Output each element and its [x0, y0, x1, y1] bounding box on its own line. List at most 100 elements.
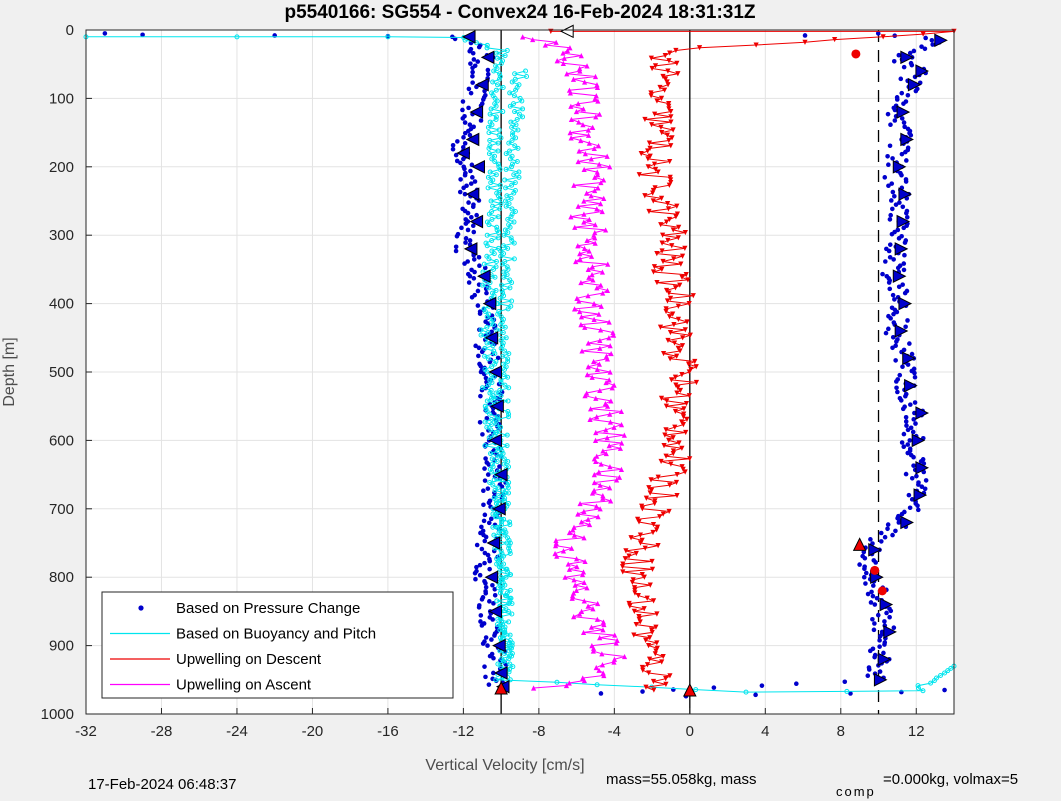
data-point — [480, 432, 485, 437]
data-point — [600, 495, 606, 501]
data-point — [891, 625, 897, 631]
data-point — [571, 306, 578, 312]
data-point — [604, 287, 611, 294]
data-point — [496, 230, 502, 236]
data-point — [503, 335, 509, 341]
data-point — [586, 274, 592, 280]
data-point — [385, 34, 391, 40]
data-point — [585, 516, 591, 522]
data-point — [467, 132, 473, 138]
data-point — [909, 351, 915, 357]
data-point — [658, 124, 664, 130]
data-point — [606, 335, 612, 341]
data-point — [578, 279, 584, 286]
data-point — [640, 689, 645, 694]
data-point — [497, 295, 503, 301]
data-point — [502, 382, 508, 388]
data-point — [485, 185, 491, 191]
data-point — [482, 345, 488, 351]
data-point — [494, 65, 500, 71]
data-point — [508, 195, 514, 201]
data-point — [462, 166, 467, 172]
data-point — [902, 509, 907, 515]
data-point — [591, 145, 597, 151]
data-point — [552, 543, 559, 549]
data-point — [915, 86, 920, 92]
data-point — [490, 464, 496, 470]
data-point — [870, 593, 876, 599]
data-point — [907, 446, 913, 452]
data-point — [579, 571, 586, 578]
data-point — [600, 619, 607, 625]
data-point — [889, 305, 895, 311]
legend-label: Upwelling on Ascent — [176, 677, 312, 694]
chart-title: p5540166: SG554 - Convex24 16-Feb-2024 1… — [284, 2, 755, 23]
data-point — [484, 232, 490, 238]
data-point — [490, 482, 496, 488]
data-point — [870, 616, 875, 622]
data-point — [591, 316, 597, 322]
data-point — [664, 79, 670, 85]
data-point — [500, 353, 506, 359]
data-point — [494, 598, 500, 604]
data-point — [604, 153, 610, 159]
data-point — [509, 161, 515, 167]
data-point — [686, 301, 692, 307]
data-point — [565, 561, 571, 567]
data-point — [476, 605, 482, 610]
data-point — [609, 385, 615, 391]
data-point — [901, 431, 907, 437]
data-point — [492, 593, 498, 598]
data-point — [899, 116, 905, 121]
data-point — [507, 595, 513, 601]
x-tick-label: -8 — [532, 723, 545, 740]
data-point — [512, 180, 518, 186]
data-point — [501, 269, 507, 275]
data-point — [500, 340, 506, 346]
data-point — [865, 673, 871, 678]
data-point — [591, 479, 597, 486]
data-point — [900, 364, 905, 370]
data-point — [502, 324, 508, 330]
data-point — [497, 187, 503, 193]
data-point — [507, 224, 513, 230]
data-point — [664, 132, 671, 138]
data-point — [507, 661, 513, 667]
data-point — [903, 391, 909, 397]
data-point — [891, 257, 896, 262]
data-point — [660, 511, 666, 517]
data-point — [494, 622, 500, 628]
data-point — [581, 211, 587, 217]
data-point — [506, 543, 512, 549]
data-point — [626, 553, 632, 559]
data-point — [489, 380, 495, 386]
data-point — [505, 245, 511, 251]
direction-marker — [465, 187, 480, 201]
data-point — [494, 524, 500, 530]
data-point — [682, 245, 688, 251]
data-point — [905, 318, 910, 323]
data-point — [886, 183, 891, 189]
data-point — [908, 60, 914, 66]
data-point — [488, 516, 494, 522]
data-point — [512, 109, 518, 115]
data-point — [938, 673, 944, 679]
data-point — [649, 122, 655, 128]
data-point — [667, 329, 674, 336]
data-point — [485, 174, 491, 180]
data-point — [604, 435, 610, 441]
data-point — [674, 390, 680, 396]
data-point — [886, 326, 891, 332]
data-point — [462, 130, 468, 136]
data-point — [476, 44, 482, 50]
data-point — [663, 219, 670, 225]
data-point — [509, 280, 515, 286]
data-point — [504, 443, 510, 449]
data-point — [461, 135, 466, 140]
data-point — [648, 487, 655, 493]
data-point — [665, 237, 671, 244]
data-point — [671, 322, 677, 328]
data-point — [666, 314, 673, 320]
turn-marker — [494, 680, 508, 695]
data-point — [647, 635, 653, 641]
